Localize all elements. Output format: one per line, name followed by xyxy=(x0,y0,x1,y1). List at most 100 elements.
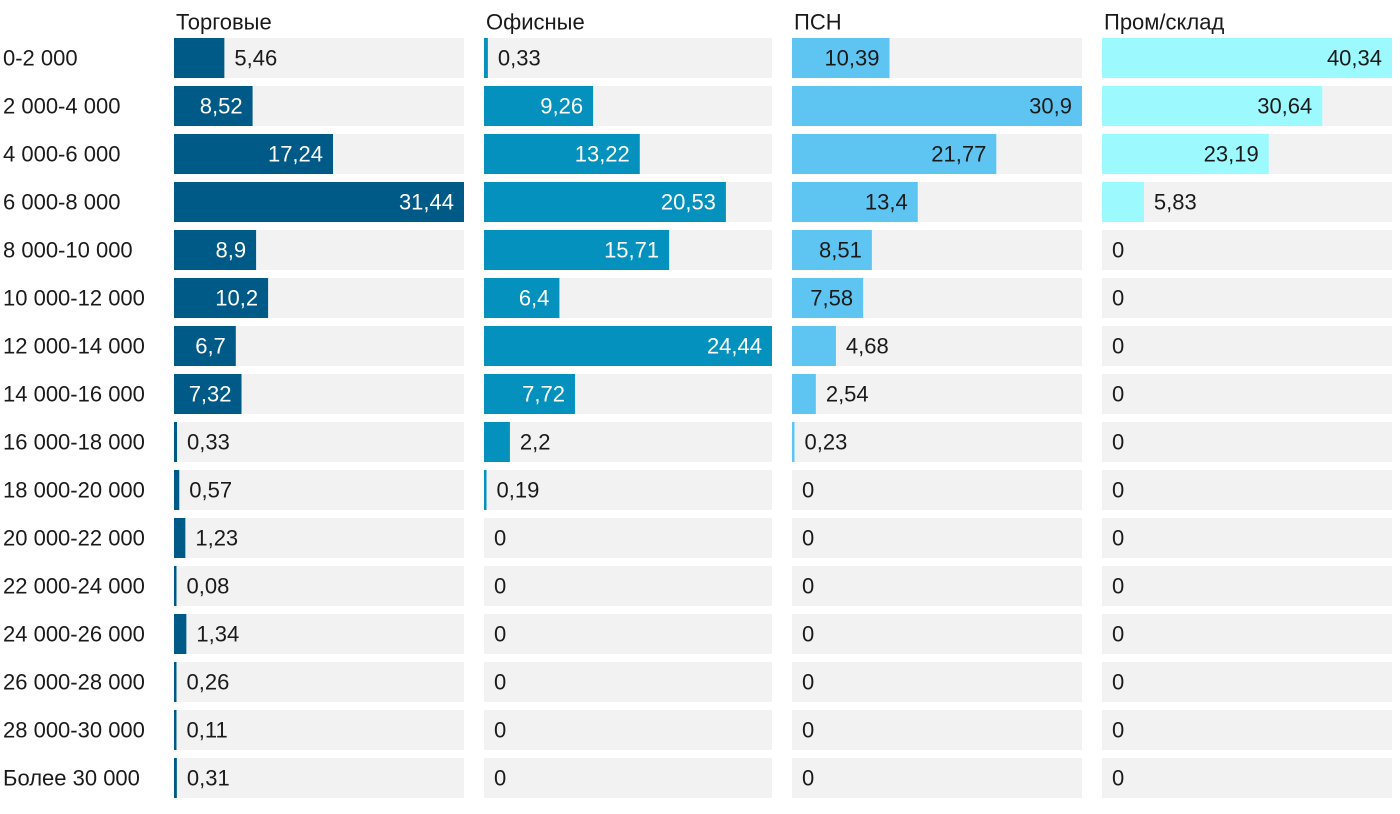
bar-track xyxy=(174,710,464,750)
value-label: 24,44 xyxy=(707,334,762,359)
value-label: 0 xyxy=(1112,574,1124,599)
bar-track xyxy=(484,662,772,702)
value-label: 0 xyxy=(802,766,814,791)
value-label: 0 xyxy=(1112,670,1124,695)
bar-track xyxy=(1102,758,1392,798)
value-label: 0 xyxy=(1112,718,1124,743)
value-label: 6,7 xyxy=(195,334,226,359)
value-label: 0 xyxy=(802,574,814,599)
value-label: 0 xyxy=(802,718,814,743)
bar xyxy=(174,326,236,366)
series-title: ПСН xyxy=(794,10,842,35)
bar xyxy=(174,182,464,222)
bar-track xyxy=(1102,614,1392,654)
bar-track xyxy=(484,38,772,78)
bar-track xyxy=(174,518,464,558)
bar-track xyxy=(792,422,1082,462)
bar xyxy=(174,38,225,78)
bar-track xyxy=(484,614,772,654)
bar-track xyxy=(1102,566,1392,606)
series-title: Торговые xyxy=(176,10,272,35)
bar-track xyxy=(484,518,772,558)
value-label: 40,34 xyxy=(1327,46,1382,71)
category-label: 2 000-4 000 xyxy=(3,94,120,119)
bar-track xyxy=(792,326,1082,366)
bar-track xyxy=(792,710,1082,750)
bar xyxy=(484,374,575,414)
panel-3: Пром/склад 40,34 30,64 23,19 5,83 0 0 0 0 0 0 0 0 0 0 0… xyxy=(1102,10,1392,798)
bar xyxy=(1102,134,1269,174)
bar xyxy=(174,614,187,654)
value-label: 4,68 xyxy=(846,334,889,359)
series-title: Офисные xyxy=(486,10,585,35)
bar-track xyxy=(174,422,464,462)
value-label: 9,26 xyxy=(540,94,583,119)
value-label: 0,08 xyxy=(187,574,230,599)
value-label: 0 xyxy=(1112,430,1124,455)
value-label: 10,39 xyxy=(824,46,879,71)
bar xyxy=(174,470,180,510)
value-label: 5,46 xyxy=(234,46,277,71)
bar-track xyxy=(484,710,772,750)
bar xyxy=(174,662,177,702)
value-label: 0,26 xyxy=(187,670,230,695)
bar-track xyxy=(484,422,772,462)
bar xyxy=(792,38,890,78)
bar xyxy=(484,38,488,78)
value-label: 8,51 xyxy=(819,238,862,263)
bar xyxy=(484,86,594,126)
bar xyxy=(484,470,487,510)
panel-2: ПСН 10,39 30,9 21,77 13,48,51 7,58 4,68 2,54 0,2… xyxy=(792,10,1082,798)
bar-track xyxy=(1102,230,1392,270)
value-label: 21,77 xyxy=(931,142,986,167)
bar xyxy=(792,86,1082,126)
bar xyxy=(484,134,640,174)
category-label: 28 000-30 000 xyxy=(3,718,145,743)
bar xyxy=(174,230,257,270)
value-label: 15,71 xyxy=(604,238,659,263)
value-label: 8,52 xyxy=(200,94,243,119)
bar xyxy=(792,374,816,414)
category-label: Более 30 000 xyxy=(3,766,140,791)
category-label: 16 000-18 000 xyxy=(3,430,145,455)
bar-track xyxy=(484,470,772,510)
bar-track xyxy=(1102,422,1392,462)
value-label: 0 xyxy=(1112,334,1124,359)
value-label: 13,4 xyxy=(865,190,908,215)
value-label: 0 xyxy=(494,574,506,599)
bar xyxy=(174,566,177,606)
bar xyxy=(1102,86,1323,126)
bar xyxy=(174,86,253,126)
category-label: 18 000-20 000 xyxy=(3,478,145,503)
bar-track xyxy=(484,758,772,798)
value-label: 7,32 xyxy=(189,382,232,407)
value-label: 0,33 xyxy=(498,46,541,71)
bar xyxy=(174,374,242,414)
category-label: 20 000-22 000 xyxy=(3,526,145,551)
bar xyxy=(484,422,510,462)
bar-track xyxy=(1102,710,1392,750)
bar-track xyxy=(1102,182,1392,222)
value-label: 0,31 xyxy=(187,766,230,791)
bar xyxy=(174,422,178,462)
bar-track xyxy=(174,614,464,654)
value-label: 0,57 xyxy=(189,478,232,503)
value-label: 0,19 xyxy=(497,478,540,503)
category-label: 4 000-6 000 xyxy=(3,142,120,167)
bar-track xyxy=(792,662,1082,702)
value-label: 0,23 xyxy=(805,430,848,455)
value-label: 5,83 xyxy=(1154,190,1197,215)
bar-track xyxy=(1102,518,1392,558)
bar-track xyxy=(1102,278,1392,318)
category-label: 10 000-12 000 xyxy=(3,286,145,311)
value-label: 8,9 xyxy=(215,238,246,263)
bar-track xyxy=(1102,374,1392,414)
bar xyxy=(174,710,177,750)
category-label: 24 000-26 000 xyxy=(3,622,145,647)
value-label: 0 xyxy=(494,526,506,551)
value-label: 0 xyxy=(1112,238,1124,263)
value-label: 0 xyxy=(1112,766,1124,791)
bar xyxy=(174,134,334,174)
